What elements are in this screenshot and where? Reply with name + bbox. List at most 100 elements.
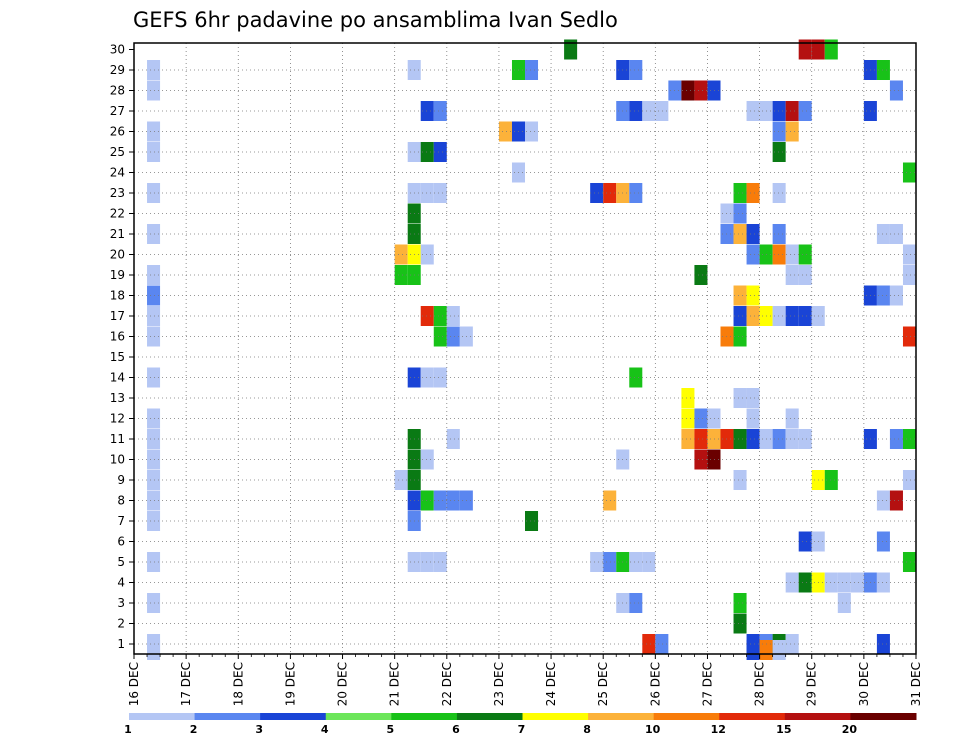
heatmap-cell	[629, 183, 643, 203]
heatmap-cell	[603, 183, 617, 203]
legend-swatch	[522, 713, 589, 720]
heatmap-cell	[694, 408, 708, 429]
y-tick-label: 26	[110, 125, 125, 139]
heatmap-cell	[147, 552, 161, 572]
heatmap-cell	[720, 326, 734, 347]
legend-label: 6	[452, 723, 460, 736]
y-tick-label: 23	[110, 186, 125, 200]
heatmap-cell	[525, 60, 539, 80]
y-tick-label: 25	[110, 145, 125, 159]
heatmap-cell	[147, 224, 161, 244]
heatmap-cell	[147, 326, 161, 347]
heatmap-cell	[785, 265, 799, 285]
heatmap-cell	[147, 121, 161, 142]
heatmap-cell	[746, 224, 760, 244]
heatmap-cell	[798, 39, 812, 60]
heatmap-cell	[720, 429, 734, 449]
chart-title: GEFS 6hr padavine po ansamblima Ivan Sed…	[133, 8, 618, 32]
legend-swatch	[391, 713, 458, 720]
heatmap-cell	[772, 142, 786, 162]
heatmap-cell	[642, 634, 656, 654]
heatmap-cell	[733, 593, 747, 613]
x-tick-label: 31 DEC	[909, 662, 923, 706]
x-tick-label: 16 DEC	[127, 662, 141, 706]
heatmap-cell	[746, 244, 760, 265]
heatmap-cell	[733, 183, 747, 203]
heatmap-cell	[772, 121, 786, 142]
legend-swatch	[129, 713, 196, 720]
heatmap-cell	[147, 183, 161, 203]
heatmap-cell	[433, 101, 447, 121]
x-tick-label: 20 DEC	[336, 662, 350, 706]
heatmap-cell	[655, 101, 669, 121]
y-tick-label: 14	[110, 371, 125, 385]
x-tick-label: 22 DEC	[440, 662, 454, 706]
heatmap-cell	[798, 101, 812, 121]
heatmap-cell	[798, 531, 812, 552]
heatmap-cell	[642, 101, 656, 121]
heatmap-cell	[147, 285, 161, 306]
heatmap-cell	[147, 490, 161, 511]
y-tick-label: 21	[110, 227, 125, 241]
legend-swatch	[588, 713, 655, 720]
heatmap-cell	[147, 640, 161, 660]
x-tick-label: 18 DEC	[231, 662, 245, 706]
heatmap-cell	[694, 449, 708, 470]
y-tick-label: 28	[110, 84, 125, 98]
legend-swatch	[260, 713, 327, 720]
heatmap-cell	[798, 572, 812, 593]
heatmap-cell	[876, 224, 890, 244]
heatmap-cell	[798, 244, 812, 265]
x-tick-label: 26 DEC	[648, 662, 662, 706]
heatmap-cell	[498, 121, 512, 142]
heatmap-cell	[707, 429, 721, 449]
heatmap-cell	[642, 552, 656, 572]
heatmap-cell	[603, 490, 617, 511]
heatmap-cell	[902, 326, 916, 347]
heatmap-cell	[876, 531, 890, 552]
y-tick-label: 15	[110, 350, 125, 364]
heatmap-cell	[433, 367, 447, 388]
heatmap-cell	[902, 244, 916, 265]
heatmap-cell	[629, 101, 643, 121]
heatmap-cell	[772, 244, 786, 265]
legend-swatch	[850, 713, 917, 720]
heatmap-cell	[564, 39, 578, 60]
heatmap-cell	[681, 388, 695, 408]
heatmap-cell	[746, 306, 760, 326]
heatmap-cell	[433, 490, 447, 511]
heatmap-cell	[525, 121, 539, 142]
y-tick-label: 18	[110, 289, 125, 303]
heatmap-cell	[433, 142, 447, 162]
heatmap-cell	[433, 552, 447, 572]
heatmap-cell	[420, 306, 434, 326]
heatmap-cell	[694, 80, 708, 101]
heatmap-cell	[837, 593, 851, 613]
heatmap-cell	[147, 367, 161, 388]
heatmap-cell	[590, 183, 604, 203]
heatmap-cell	[733, 203, 747, 224]
heatmap-cell	[772, 306, 786, 326]
y-tick-label: 13	[110, 391, 125, 405]
heatmap-cell	[798, 265, 812, 285]
heatmap-cell	[420, 183, 434, 203]
x-tick-label: 19 DEC	[283, 662, 297, 706]
heatmap-cell	[147, 429, 161, 449]
heatmap-cell	[433, 183, 447, 203]
heatmap-cell	[629, 60, 643, 80]
y-tick-label: 27	[110, 104, 125, 118]
y-axis-ticks: 1234567891011121314151617181920212223242…	[110, 43, 134, 651]
heatmap-cell	[785, 101, 799, 121]
y-tick-label: 22	[110, 207, 125, 221]
heatmap-cell	[590, 552, 604, 572]
heatmap-cell	[785, 121, 799, 142]
legend-swatch	[325, 713, 392, 720]
y-tick-label: 20	[110, 248, 125, 262]
heatmap-cell	[902, 552, 916, 572]
heatmap-cell	[746, 429, 760, 449]
heatmap-cell	[655, 634, 669, 654]
heatmap-cell	[525, 511, 539, 531]
heatmap-cell	[707, 80, 721, 101]
legend-label: 8	[583, 723, 591, 736]
heatmap-cell	[694, 429, 708, 449]
